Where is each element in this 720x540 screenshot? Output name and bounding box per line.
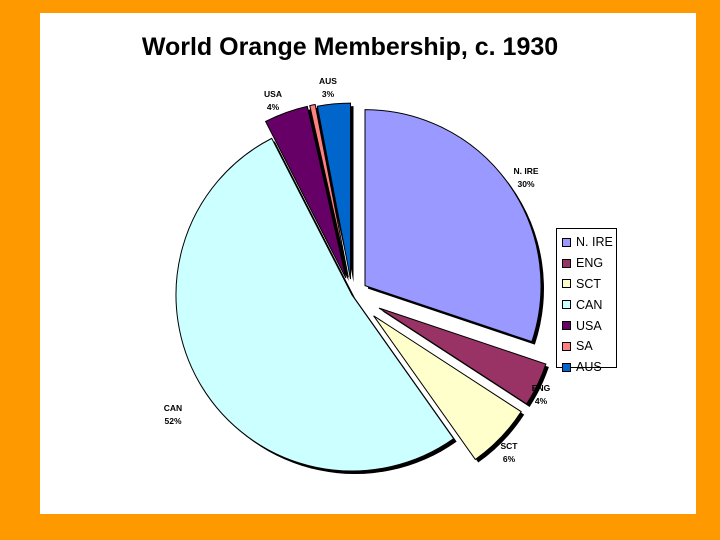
- legend-item-usa: USA: [557, 315, 616, 336]
- legend-label-usa: USA: [576, 318, 602, 333]
- slice-name-label-eng: ENG: [532, 383, 551, 393]
- legend-swatch-eng: [562, 258, 571, 268]
- chart-legend: N. IRE ENG SCT CAN USA SA AUS: [556, 228, 617, 374]
- legend-swatch-usa: [562, 321, 571, 331]
- slice-name-label-can: CAN: [164, 403, 182, 413]
- pie-slice-sa: [309, 103, 349, 278]
- legend-label-can: CAN: [576, 297, 603, 312]
- legend-label-sct: SCT: [576, 276, 601, 291]
- pie-slice-eng: [378, 307, 547, 405]
- slice-name-label-n-ire: N. IRE: [513, 166, 538, 176]
- legend-label-n-ire: N. IRE: [576, 235, 613, 250]
- slice-value-label-n-ire: 30%: [517, 179, 534, 189]
- pie-chart: N. IRE 30% ENG 4% SCT 6% CAN 52% USA 4% AUS 3%: [164, 76, 551, 474]
- legend-item-n-ire: N. IRE: [557, 232, 616, 253]
- legend-item-eng: ENG: [557, 253, 616, 274]
- slide: World Orange Membership, c. 1930 N. IRE 3…: [40, 13, 696, 514]
- pie-slice-usa: [264, 105, 347, 279]
- legend-swatch-sa: [562, 341, 571, 351]
- chart-title: World Orange Membership, c. 1930: [141, 33, 559, 61]
- pie-slice-sct: [373, 315, 522, 461]
- legend-label-aus: AUS: [576, 360, 602, 375]
- pie-slice-can: [175, 137, 455, 472]
- slice-name-label-sct: SCT: [501, 441, 519, 451]
- legend-swatch-n-ire: [562, 237, 571, 247]
- legend-item-can: CAN: [557, 294, 616, 315]
- legend-item-aus: AUS: [557, 357, 616, 378]
- slice-value-label-usa: 4%: [267, 102, 280, 112]
- legend-item-sa: SA: [557, 336, 616, 357]
- pie-slice-aus: [316, 102, 351, 280]
- slice-value-label-sct: 6%: [503, 454, 516, 464]
- slice-name-label-usa: USA: [264, 89, 282, 99]
- legend-item-sct: SCT: [557, 274, 616, 295]
- pie-slice-n-ire: [364, 109, 542, 343]
- legend-swatch-sct: [562, 279, 571, 289]
- slice-value-label-aus: 3%: [322, 89, 335, 99]
- legend-label-eng: ENG: [576, 256, 604, 271]
- slice-name-label-aus: AUS: [319, 76, 337, 86]
- slice-value-label-can: 52%: [164, 416, 181, 426]
- legend-swatch-can: [562, 300, 571, 310]
- slice-value-label-eng: 4%: [535, 396, 548, 406]
- legend-swatch-aus: [562, 362, 571, 372]
- legend-label-sa: SA: [576, 339, 593, 354]
